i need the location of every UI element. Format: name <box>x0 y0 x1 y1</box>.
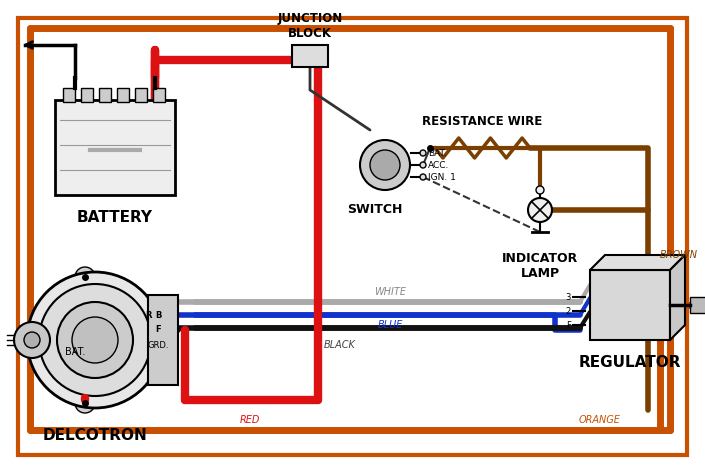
Text: 2: 2 <box>565 307 571 315</box>
Text: GRD.: GRD. <box>148 341 169 350</box>
Circle shape <box>536 186 544 194</box>
Circle shape <box>528 198 552 222</box>
Bar <box>55 100 175 195</box>
Text: F: F <box>566 321 571 330</box>
Bar <box>292 45 328 67</box>
Text: SWITCH: SWITCH <box>348 203 403 216</box>
Bar <box>81 88 93 102</box>
Text: BLUE: BLUE <box>377 320 403 330</box>
Text: INDICATOR
LAMP: INDICATOR LAMP <box>502 252 578 280</box>
Circle shape <box>75 267 95 287</box>
Circle shape <box>39 284 151 396</box>
Bar <box>690 297 705 313</box>
Text: B: B <box>155 311 161 320</box>
Text: RED: RED <box>240 415 260 425</box>
Circle shape <box>420 150 426 156</box>
Text: BAT.: BAT. <box>428 149 447 158</box>
Circle shape <box>27 272 163 408</box>
Polygon shape <box>590 255 685 270</box>
Text: BROWN: BROWN <box>660 250 698 260</box>
Text: ORANGE: ORANGE <box>579 415 621 425</box>
Circle shape <box>360 140 410 190</box>
Bar <box>148 295 178 385</box>
Text: JUNCTION
BLOCK: JUNCTION BLOCK <box>277 12 343 40</box>
Text: WHITE: WHITE <box>374 287 406 297</box>
Text: IGN. 1: IGN. 1 <box>428 173 456 182</box>
Circle shape <box>24 332 40 348</box>
Text: RESISTANCE WIRE: RESISTANCE WIRE <box>422 115 542 128</box>
Text: 3: 3 <box>565 292 571 301</box>
Circle shape <box>420 162 426 168</box>
Circle shape <box>370 150 400 180</box>
Text: F: F <box>155 325 161 334</box>
Text: BAT.: BAT. <box>65 347 85 357</box>
Bar <box>99 88 111 102</box>
Bar <box>63 88 75 102</box>
Circle shape <box>72 317 118 363</box>
Text: BATTERY: BATTERY <box>77 210 153 225</box>
Polygon shape <box>670 255 685 340</box>
Text: DELCOTRON: DELCOTRON <box>42 428 147 443</box>
Circle shape <box>14 322 50 358</box>
Bar <box>153 88 165 102</box>
Circle shape <box>75 393 95 413</box>
Text: REGULATOR: REGULATOR <box>579 355 681 370</box>
Bar <box>590 270 670 340</box>
Text: R: R <box>145 311 152 320</box>
Text: ACC.: ACC. <box>428 160 449 169</box>
Bar <box>117 88 129 102</box>
Text: BLACK: BLACK <box>324 340 356 350</box>
Circle shape <box>57 302 133 378</box>
Bar <box>135 88 147 102</box>
Circle shape <box>420 174 426 180</box>
